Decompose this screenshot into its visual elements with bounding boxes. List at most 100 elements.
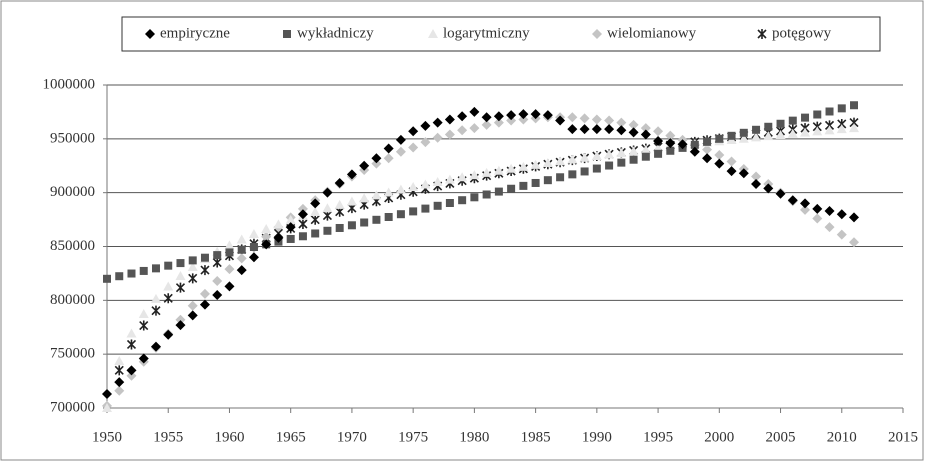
point xyxy=(518,161,529,171)
point xyxy=(567,124,578,135)
point xyxy=(507,184,516,193)
point xyxy=(187,300,198,311)
point xyxy=(138,309,149,319)
point xyxy=(139,320,149,331)
point xyxy=(640,129,651,140)
point xyxy=(248,252,259,263)
point xyxy=(237,245,246,254)
point xyxy=(591,151,602,161)
point xyxy=(384,212,393,221)
point xyxy=(616,147,627,157)
point xyxy=(261,231,272,242)
legend-box xyxy=(121,16,881,52)
point xyxy=(530,109,541,120)
point xyxy=(628,146,639,156)
point xyxy=(199,288,210,299)
point xyxy=(212,257,222,268)
point xyxy=(151,264,160,273)
point xyxy=(849,212,860,223)
y-tick-label: 950000 xyxy=(50,130,95,146)
point xyxy=(543,176,552,185)
y-tick-label: 1000000 xyxy=(43,76,96,92)
point xyxy=(579,113,590,124)
point xyxy=(114,377,125,388)
point xyxy=(102,403,112,412)
point xyxy=(653,135,664,146)
x-tick-label: 1970 xyxy=(337,429,367,445)
legend-label: wielomianowy xyxy=(607,25,697,41)
point xyxy=(126,328,137,338)
point xyxy=(738,133,749,143)
point xyxy=(371,158,382,169)
point xyxy=(519,181,528,190)
point xyxy=(836,124,847,134)
point xyxy=(102,389,112,400)
point xyxy=(702,144,713,155)
x-tick-label: 1950 xyxy=(92,429,122,445)
point xyxy=(187,310,198,321)
point xyxy=(261,223,272,233)
point xyxy=(518,109,529,120)
y-tick-label: 700000 xyxy=(50,399,95,415)
point xyxy=(469,106,480,117)
point xyxy=(126,339,137,350)
point xyxy=(261,239,272,250)
point xyxy=(420,137,431,148)
point xyxy=(567,154,578,164)
point xyxy=(542,158,553,168)
point xyxy=(286,234,295,243)
point xyxy=(665,138,676,149)
point xyxy=(763,131,774,141)
legend-marker xyxy=(428,29,438,38)
point xyxy=(298,218,308,229)
point xyxy=(787,128,798,138)
point xyxy=(236,234,247,244)
point xyxy=(493,165,504,175)
point xyxy=(555,115,566,126)
point xyxy=(677,139,688,150)
point xyxy=(224,264,235,275)
point xyxy=(775,188,786,199)
point xyxy=(752,125,761,134)
point xyxy=(715,134,724,143)
point xyxy=(334,177,345,188)
point xyxy=(421,204,430,213)
point xyxy=(764,122,773,131)
point xyxy=(482,190,491,199)
y-tick-label: 750000 xyxy=(50,346,95,362)
point xyxy=(849,237,860,248)
legend-label: potęgowy xyxy=(772,25,832,41)
point xyxy=(531,178,540,187)
point xyxy=(714,149,725,160)
point xyxy=(481,167,492,177)
point xyxy=(224,240,235,250)
legend-marker xyxy=(145,29,155,39)
point xyxy=(408,181,419,191)
point xyxy=(849,123,860,133)
point xyxy=(114,385,125,396)
point xyxy=(383,153,394,164)
point xyxy=(163,329,174,340)
x-tick-label: 1995 xyxy=(643,429,673,445)
point xyxy=(751,132,762,142)
point xyxy=(641,152,650,161)
point xyxy=(824,125,835,135)
point xyxy=(432,132,443,143)
point xyxy=(628,127,639,138)
point xyxy=(273,219,284,229)
point xyxy=(187,261,198,271)
point xyxy=(310,206,321,216)
y-tick-label: 850000 xyxy=(50,238,95,254)
point xyxy=(383,187,394,197)
x-tick-label: 2015 xyxy=(888,429,918,445)
point xyxy=(395,134,406,145)
point xyxy=(236,253,247,264)
point xyxy=(150,341,161,352)
point xyxy=(297,209,308,220)
point xyxy=(371,190,382,200)
point xyxy=(714,158,725,169)
x-tick-label: 2005 xyxy=(766,429,796,445)
point xyxy=(199,299,210,310)
point xyxy=(481,119,492,130)
point xyxy=(580,167,589,176)
